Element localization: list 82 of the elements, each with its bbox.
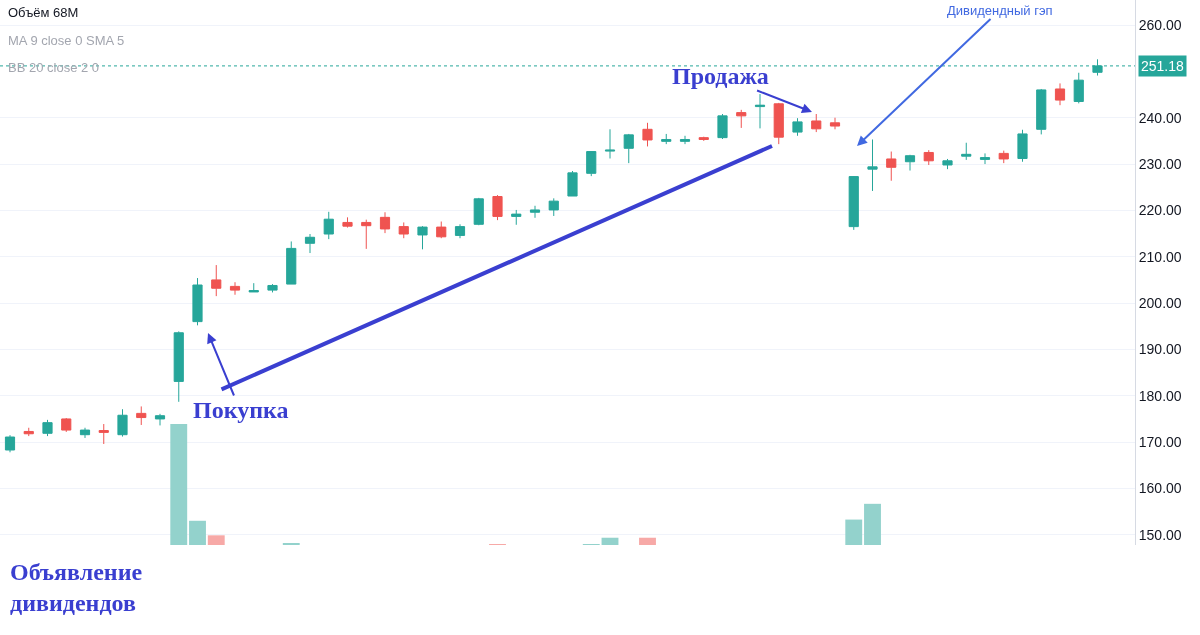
candlestick	[904, 154, 916, 172]
candlestick	[529, 205, 541, 219]
candlestick	[998, 150, 1009, 164]
candlestick	[454, 223, 466, 239]
candlestick	[342, 216, 353, 229]
bar	[189, 520, 206, 545]
candlestick	[211, 264, 222, 297]
candlestick	[154, 413, 166, 426]
candlestick	[192, 277, 203, 326]
candlestick	[117, 408, 128, 438]
candlestick	[492, 194, 503, 221]
candlestick	[1036, 88, 1047, 135]
bar	[207, 535, 225, 545]
y-tick-label: 240.00	[1138, 109, 1182, 126]
candlestick	[792, 117, 803, 137]
y-tick-label: 190.00	[1138, 341, 1182, 358]
candlestick	[923, 149, 934, 166]
y-tick-label: 170.00	[1138, 434, 1182, 451]
annotation: Дивидендный гэп	[947, 3, 1053, 18]
candlestick	[979, 152, 991, 165]
candlestick	[567, 170, 578, 197]
bar	[864, 503, 881, 545]
y-tick-label: 160.00	[1138, 480, 1182, 497]
candlestick	[361, 219, 372, 250]
candlestick	[942, 158, 953, 170]
candlestick	[848, 175, 859, 231]
candlestick	[1054, 82, 1066, 106]
candlestick	[811, 113, 822, 133]
candlestick	[61, 417, 72, 433]
annotation: BB 20 close 2 0	[8, 60, 100, 75]
bar	[170, 423, 188, 545]
candlestick	[586, 150, 597, 177]
y-tick-label: 260.00	[1138, 16, 1182, 33]
candlestick	[1073, 72, 1084, 104]
annotation: Продажа	[672, 63, 769, 89]
candlestick	[642, 122, 653, 147]
candlestick	[473, 197, 484, 226]
y-tick-label: 180.00	[1138, 387, 1182, 404]
candlestick	[961, 142, 972, 161]
candlestick	[79, 427, 91, 439]
candlestick	[754, 93, 766, 129]
candlestick	[886, 151, 897, 182]
bar	[639, 537, 656, 545]
y-tick-label: 230.00	[1138, 155, 1182, 172]
candlestick	[4, 434, 16, 453]
y-tick-label: 210.00	[1138, 248, 1182, 265]
y-tick-label: 200.00	[1138, 294, 1182, 311]
candlestick	[679, 135, 691, 145]
bar	[601, 537, 619, 545]
candlestick	[267, 283, 278, 293]
candlestick	[829, 117, 841, 130]
ref-line-label: 251.18	[1141, 58, 1185, 74]
candlestick	[604, 128, 616, 159]
candlestick	[398, 221, 409, 239]
candlestick	[1017, 129, 1028, 163]
candlestick	[42, 419, 53, 437]
candlestick	[286, 240, 297, 285]
candlestick	[323, 211, 334, 240]
candlestick	[98, 423, 109, 445]
annotation: MA 9 close 0 SMA 5	[8, 33, 125, 48]
bar	[845, 519, 863, 545]
candlestick	[623, 133, 634, 164]
annotation: Покупка	[193, 397, 289, 423]
candlestick	[229, 281, 241, 296]
candlestick	[248, 282, 259, 293]
annotation: Объём 68M	[8, 5, 79, 20]
candlestick	[417, 225, 428, 250]
candlestick	[661, 133, 672, 145]
candlestick	[698, 136, 709, 142]
candlestick	[379, 211, 391, 234]
candlestick	[436, 221, 447, 239]
candlestick	[136, 405, 147, 426]
y-tick-label: 150.00	[1138, 526, 1182, 543]
candlestick	[736, 109, 747, 129]
candlestick	[304, 233, 316, 254]
candlestick	[773, 102, 784, 145]
candlestick	[511, 209, 522, 226]
candlestick	[548, 197, 559, 217]
candlestick	[717, 113, 728, 140]
candlestick	[173, 330, 184, 403]
text: Объявление дивидендов	[10, 559, 143, 617]
y-tick-label: 220.00	[1138, 202, 1182, 219]
